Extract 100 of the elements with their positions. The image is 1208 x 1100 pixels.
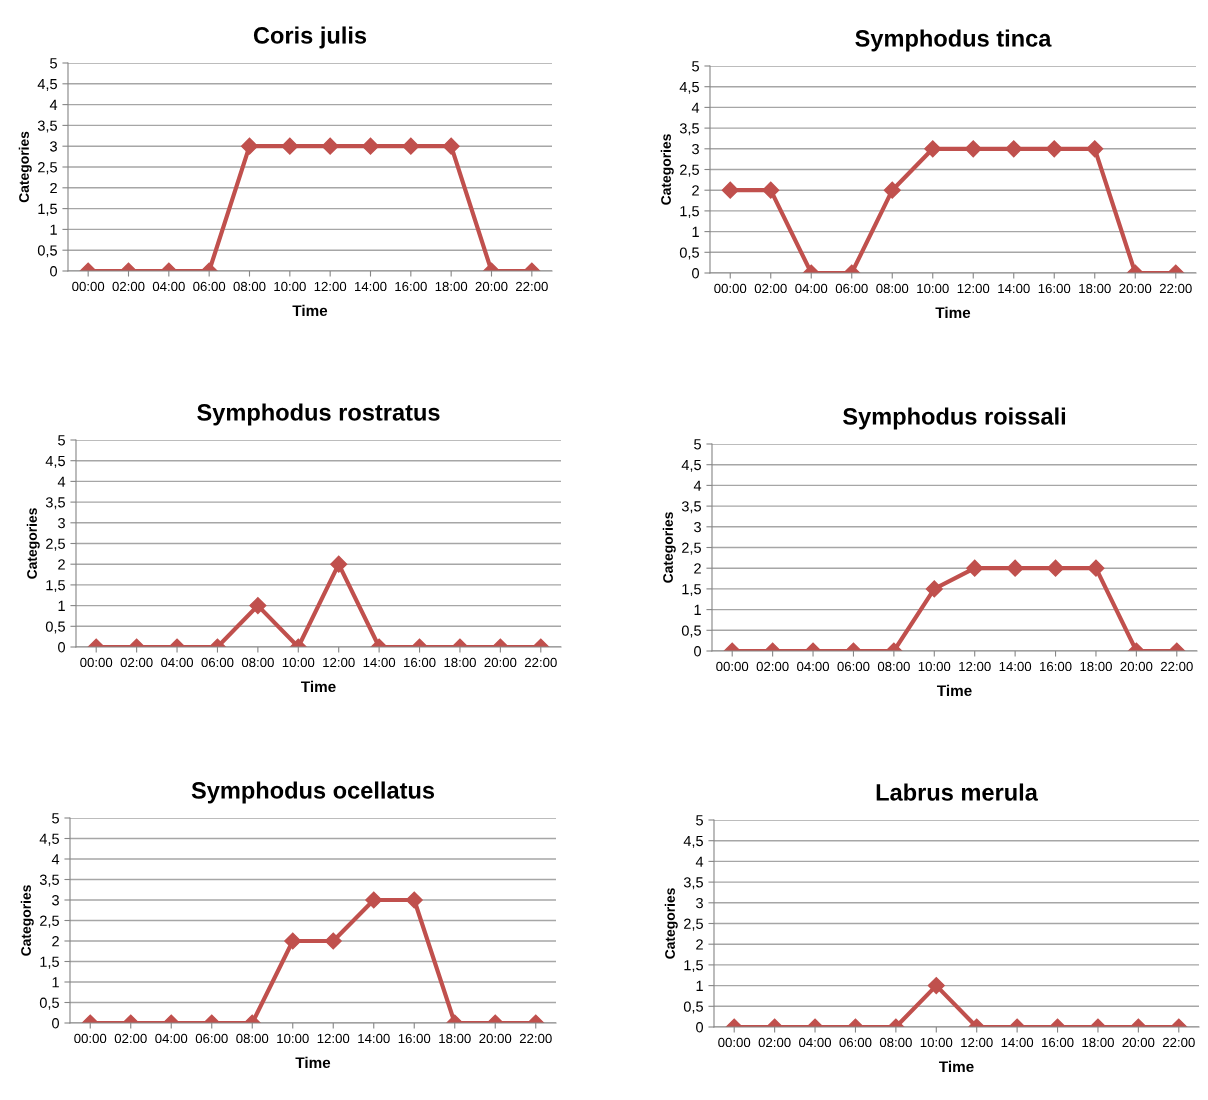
x-tick-label: 22:00 [1162, 1037, 1195, 1048]
x-axis-title: Time [935, 306, 971, 319]
y-tick-label: 1 [694, 604, 701, 615]
y-tick-label: 3,5 [683, 877, 703, 890]
y-tick-label: 4 [695, 856, 704, 867]
y-tick-label: 0 [58, 642, 66, 653]
y-tick-label: 4 [693, 480, 702, 491]
y-tick-label: 1,5 [46, 580, 65, 593]
x-tick-label: 08:00 [233, 281, 266, 292]
x-tick-label: 02:00 [754, 283, 787, 294]
point [1005, 140, 1023, 158]
y-tick-label: 0 [692, 268, 700, 279]
x-tick-label: 04:00 [155, 1033, 188, 1044]
x-tick-label: 14:00 [999, 661, 1032, 672]
y-axis-title: Categories [662, 512, 676, 583]
x-tick-label: 00:00 [718, 1037, 751, 1048]
x-axis-title: Time [936, 684, 972, 697]
y-tick-label: 3,5 [45, 497, 65, 510]
x-tick-label: 06:00 [201, 657, 234, 668]
x-tick-label: 04:00 [799, 1037, 832, 1048]
x-axis-title: Time [938, 1060, 974, 1073]
x-tick-label: 00:00 [72, 281, 105, 292]
y-tick-label: 4,5 [37, 79, 57, 91]
x-tick-label: 18:00 [435, 281, 468, 292]
y-tick-label: 2,5 [38, 162, 57, 175]
x-tick-label: 02:00 [756, 661, 789, 672]
x-tick-label: 06:00 [195, 1033, 228, 1044]
x-tick-label: 10:00 [277, 1033, 309, 1044]
y-axis-title: Categories [18, 131, 32, 203]
point [1045, 140, 1063, 158]
x-tick-label: 22:00 [1160, 661, 1193, 672]
y-tick-label: 0,5 [681, 625, 701, 638]
x-tick-label: 08:00 [236, 1033, 269, 1044]
y-tick-label: 2,5 [684, 918, 703, 931]
y-tick-label: 0 [696, 1022, 704, 1033]
x-tick-label: 10:00 [918, 661, 951, 672]
y-tick-label: 4,5 [45, 455, 65, 468]
x-tick-label: 20:00 [1122, 1037, 1155, 1048]
y-axis-title: Categories [660, 134, 674, 205]
y-tick-label: 4 [51, 854, 60, 865]
x-tick-label: 02:00 [758, 1037, 791, 1048]
y-tick-label: 3 [696, 897, 703, 909]
chart-title: Symphodus roissali [843, 407, 1066, 430]
y-tick-label: 0,5 [679, 247, 699, 260]
point [1086, 140, 1104, 158]
point [964, 140, 982, 158]
x-tick-label: 12:00 [959, 661, 991, 672]
y-tick-label: 0 [52, 1018, 60, 1029]
y-tick-label: 4 [691, 102, 700, 113]
x-tick-label: 02:00 [120, 657, 153, 668]
y-tick-label: 1,5 [684, 960, 703, 973]
y-tick-label: 3,5 [37, 120, 57, 133]
x-tick-label: 06:00 [839, 1037, 872, 1048]
y-tick-label: 3,5 [679, 123, 699, 136]
x-tick-label: 08:00 [877, 661, 910, 672]
x-tick-label: 04:00 [797, 661, 830, 672]
y-tick-label: 1 [52, 977, 59, 988]
x-tick-label: 00:00 [714, 283, 747, 294]
x-tick-label: 10:00 [282, 657, 315, 668]
y-tick-label: 2 [58, 559, 65, 570]
x-tick-label: 12:00 [961, 1037, 993, 1048]
x-tick-label: 14:00 [998, 283, 1030, 294]
chart-title: Labrus merula [876, 783, 1039, 801]
y-tick-label: 3 [692, 143, 699, 155]
y-tick-label: 1 [50, 224, 57, 235]
y-axis-title: Categories [20, 885, 34, 956]
y-tick-label: 4 [57, 476, 66, 487]
x-tick-label: 22:00 [519, 1033, 552, 1044]
y-tick-label: 2,5 [40, 915, 59, 928]
x-tick-label: 14:00 [358, 1033, 390, 1044]
x-tick-label: 14:00 [355, 281, 387, 292]
y-tick-label: 3,5 [681, 501, 701, 514]
point [405, 891, 423, 909]
x-tick-label: 14:00 [363, 657, 396, 668]
chart-title: Symphodus ocellatus [191, 781, 435, 804]
x-tick-label: 20:00 [475, 281, 508, 292]
x-tick-label: 04:00 [161, 657, 194, 668]
y-tick-label: 5 [50, 58, 57, 69]
x-axis-title: Time [295, 1056, 331, 1069]
y-tick-label: 5 [58, 435, 65, 446]
x-tick-label: 18:00 [1080, 661, 1112, 672]
x-tick-label: 20:00 [1119, 283, 1152, 294]
y-tick-label: 1,5 [680, 206, 699, 219]
x-tick-label: 20:00 [1120, 661, 1153, 672]
point [883, 181, 901, 199]
x-tick-label: 22:00 [1159, 283, 1192, 294]
x-tick-label: 04:00 [152, 281, 185, 292]
y-tick-label: 1,5 [682, 584, 701, 597]
y-tick-label: 3 [58, 517, 65, 529]
point [365, 891, 383, 909]
x-tick-label: 12:00 [317, 1033, 350, 1044]
point [721, 181, 739, 199]
y-tick-label: 5 [694, 439, 701, 450]
y-tick-label: 2 [50, 182, 57, 194]
x-tick-label: 12:00 [957, 283, 990, 294]
y-tick-label: 4,5 [683, 835, 703, 848]
y-tick-label: 1 [696, 980, 703, 991]
chart-title: Symphodus tinca [855, 29, 1052, 52]
point [762, 181, 780, 199]
x-tick-label: 02:00 [114, 1033, 147, 1044]
